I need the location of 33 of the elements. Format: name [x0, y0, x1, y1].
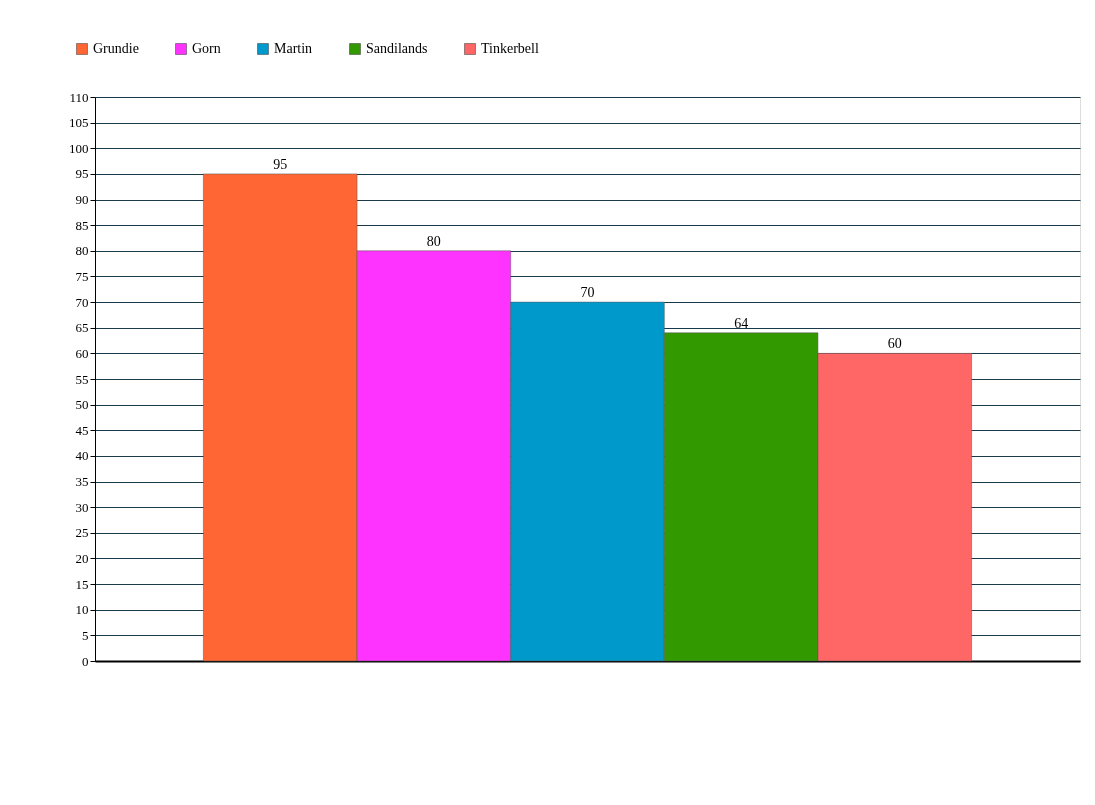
- y-tick-label: 45: [75, 422, 89, 438]
- y-tick-label: 20: [75, 550, 89, 566]
- legend-label: Martin: [274, 41, 313, 56]
- y-tick-label: 80: [75, 243, 89, 259]
- y-tick-label: 30: [75, 499, 89, 515]
- y-tick-label: 5: [82, 627, 89, 643]
- y-tick-label: 70: [75, 294, 89, 310]
- y-tick-label: 85: [75, 217, 89, 233]
- y-tick-label: 95: [75, 166, 89, 182]
- legend-label: Grundie: [93, 41, 139, 56]
- y-tick-label: 55: [75, 371, 89, 387]
- legend-label: Sandilands: [366, 41, 428, 56]
- data-label: 80: [426, 233, 441, 249]
- legend-label: Tinkerbell: [481, 41, 539, 56]
- data-label: 95: [273, 156, 288, 172]
- y-tick-label: 65: [75, 320, 89, 336]
- y-tick-label: 15: [75, 576, 89, 592]
- y-tick-label: 0: [82, 653, 89, 669]
- y-tick-label: 90: [75, 192, 89, 208]
- data-label: 60: [887, 336, 902, 352]
- y-tick-label: 60: [75, 345, 89, 361]
- y-tick-label: 100: [69, 140, 89, 156]
- y-tick-label: 35: [75, 474, 89, 490]
- data-label: 70: [580, 285, 595, 301]
- legend-label: Gorn: [192, 41, 221, 56]
- data-label: 64: [734, 315, 749, 331]
- y-tick-label: 10: [75, 602, 89, 618]
- y-tick-label: 75: [75, 268, 89, 284]
- y-tick-label: 110: [69, 89, 89, 105]
- y-tick-label: 25: [75, 525, 89, 541]
- y-tick-label: 40: [75, 448, 89, 464]
- y-tick-label: 105: [69, 115, 89, 131]
- y-tick-label: 50: [75, 397, 89, 413]
